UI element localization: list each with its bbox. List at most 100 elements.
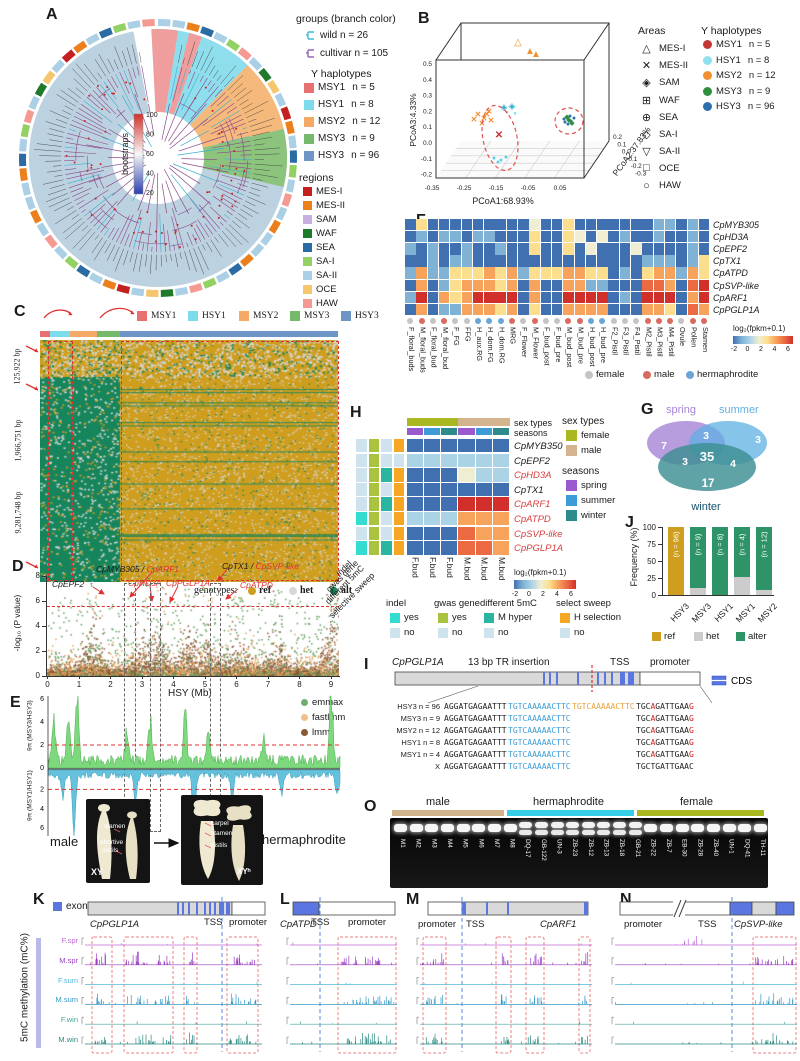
f-heatmap-cell	[438, 231, 450, 243]
region-ring-segment	[44, 234, 58, 249]
j-bar-segment	[690, 587, 706, 595]
h-heatmap-cell	[458, 541, 475, 555]
f-heatmap-cell	[698, 279, 710, 291]
f-heatmap-cell	[484, 255, 495, 267]
f-colorbar-tick: -2	[730, 346, 738, 353]
h-sex-bar-female	[406, 418, 458, 426]
f-heatmap-cell	[518, 255, 529, 267]
j-bar-n-label: (n = 8)	[715, 533, 725, 556]
bootstrap-colorbar-label: bootstraps	[120, 132, 130, 175]
area-item: ✕ MES-II	[640, 59, 688, 72]
h-heatmap-cell	[441, 453, 458, 467]
gel-lane-label: GB-21	[633, 839, 641, 858]
i-seq-segment	[572, 726, 636, 737]
c-haplotype-item: MSY1	[137, 311, 176, 321]
h-season-legend-label: summer	[581, 495, 616, 506]
h-colorbar-label: log₂(fpkm+0.1)	[514, 568, 567, 577]
j-ytick-label: 100	[642, 523, 656, 532]
track-label: F.spr	[61, 936, 78, 945]
f-sex-legend-item: hermaphrodite	[686, 369, 758, 380]
z-tick: -0.1	[626, 156, 638, 163]
gel-band	[550, 822, 564, 828]
j-bar-n-label: (n = 4)	[737, 533, 747, 556]
h-annotation-cell	[356, 526, 367, 540]
gel-band	[503, 824, 517, 832]
f-heatmap-cell	[438, 267, 450, 279]
h-annotation-cell	[381, 468, 392, 482]
f-heatmap-cell	[631, 291, 642, 303]
f-heatmap-cell	[438, 279, 450, 291]
f-heatmap-cell	[698, 243, 710, 255]
track-tss-label: TSS	[466, 919, 485, 930]
h-heatmap-cell	[441, 468, 458, 482]
regions-legend-item: HAW	[303, 298, 338, 309]
i-alignment-row: MSY1 n = 4 AGGATGAGAATTT TGTCAAAAACTTC TGCA…	[388, 750, 694, 761]
manhattan-plot	[47, 575, 339, 676]
f-heatmap-cell	[438, 243, 450, 255]
d-xtick-label: 1	[76, 680, 82, 689]
methylation-track	[290, 955, 397, 966]
exon-legend-swatch	[53, 902, 62, 911]
i-seq-base: TGC	[636, 738, 651, 747]
h-bottom-legend-label: M hyper	[498, 612, 533, 623]
region-ring-segment	[280, 106, 292, 121]
f-heatmap-cell	[608, 267, 619, 279]
region-ring-segment	[285, 179, 296, 193]
svg-text:●: ●	[513, 111, 517, 117]
h-bottom-legend-swatch	[560, 627, 570, 638]
region-ring-segment	[19, 138, 28, 152]
f-sex-dot	[407, 318, 414, 324]
h-bottom-legend-label: no	[452, 627, 463, 638]
f-sex-dot	[576, 318, 583, 324]
gel-lane-label: ZB-23	[571, 839, 579, 857]
i-insertion-label: 13 bp TR insertion	[468, 657, 550, 668]
h-bottom-legend-item: no	[390, 627, 415, 638]
h-bottom-legend-swatch	[560, 612, 570, 623]
methylation-svg	[81, 897, 797, 1054]
f-sex-dot	[520, 318, 527, 324]
d-ytick	[42, 601, 46, 602]
f-sex-dot	[633, 318, 640, 324]
f-heatmap-cell	[597, 255, 608, 267]
tree-bracket-icon	[306, 49, 314, 58]
f-heatmap-cell	[563, 255, 574, 267]
gel-lane-label: ZB-12	[586, 839, 594, 857]
f-col-label: F4_Pistil	[633, 327, 642, 355]
f-heatmap-cell	[608, 219, 619, 231]
d-gene-label: CpATPD	[240, 580, 273, 590]
f-heatmap-cell	[563, 243, 574, 255]
f-heatmap-cell	[597, 231, 608, 243]
venn-count: 35	[700, 449, 714, 464]
methylation-track	[290, 1021, 397, 1025]
h-row-gene-label: CpATPD	[514, 514, 551, 525]
d-legend-swatch	[301, 714, 308, 721]
j-legend-item: ref	[652, 631, 675, 642]
f-heatmap-cell	[405, 255, 416, 267]
pcoa-haplotype-legend-item: MSY1 n = 5	[703, 39, 770, 50]
i-seq-segment: TGTCAAAAACTTC	[508, 762, 571, 771]
svg-text:◆: ◆	[564, 114, 570, 121]
gel-lane-label: TH-11	[758, 839, 766, 857]
h-annotation-cell	[393, 453, 404, 467]
f-heatmap-cell	[585, 279, 597, 291]
f-col-label: F2_Pistil	[610, 327, 620, 355]
methylation-track	[615, 993, 797, 1005]
f-heatmap-cell	[450, 255, 461, 267]
d-xtick-label: 0	[45, 680, 50, 689]
h-heatmap-cell	[493, 512, 510, 526]
bootstrap-tick: 80	[146, 132, 154, 139]
f-col-label: F_bud_pre	[553, 327, 563, 363]
h-colorbar-tick: 2	[541, 591, 545, 598]
f-col-label: F_bud_post	[542, 327, 552, 366]
methylation-track	[420, 952, 592, 966]
track-label: M.spr	[59, 955, 78, 965]
f-col-label: Pollen	[689, 327, 699, 348]
f-heatmap-cell	[619, 303, 631, 316]
h-annotation-cell	[381, 453, 392, 467]
region-ring-segment	[42, 70, 56, 85]
f-heatmap-cell	[518, 279, 529, 291]
svg-text:●: ●	[492, 155, 496, 162]
d-xtick	[78, 676, 80, 679]
venn-count: 3	[755, 434, 761, 446]
f-heatmap-cell	[450, 219, 461, 231]
